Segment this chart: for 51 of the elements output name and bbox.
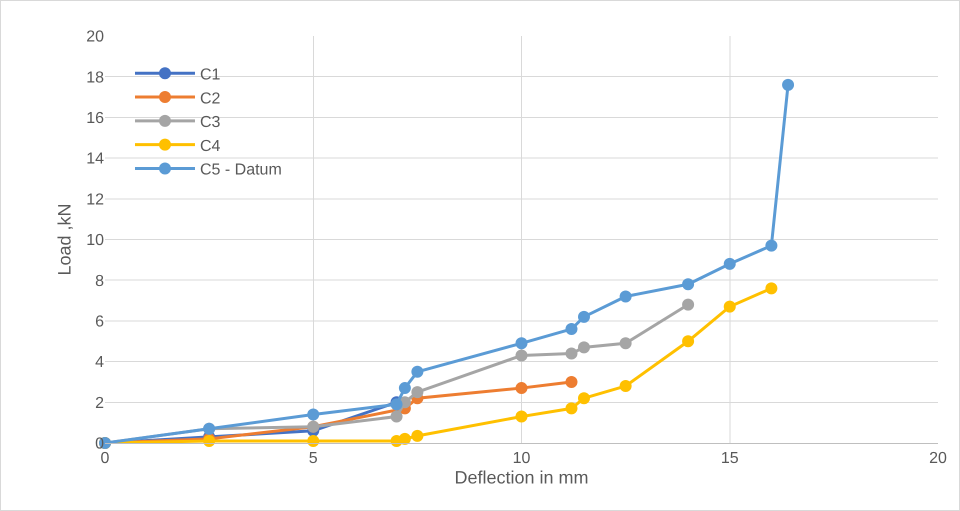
point [516, 350, 528, 362]
point [620, 337, 632, 350]
legend-label: C1 [200, 66, 221, 84]
point [682, 335, 694, 348]
point [398, 382, 411, 394]
point [578, 392, 590, 404]
y-tick-label: 20 [86, 28, 104, 46]
y-tick-label: 18 [86, 69, 104, 86]
point [724, 300, 736, 313]
point [765, 282, 778, 294]
point [411, 430, 424, 442]
point [620, 380, 632, 392]
x-tick-label: 10 [512, 450, 530, 468]
x-axis-title: Deflection in mm [454, 467, 589, 488]
point [411, 386, 424, 398]
y-tick-label: 6 [95, 314, 104, 330]
point [565, 376, 578, 388]
point [578, 341, 590, 354]
y-tick-label: 16 [86, 110, 104, 127]
y-tick-label: 4 [95, 354, 104, 372]
x-tick-label: 15 [720, 450, 739, 468]
legend-label: C3 [200, 114, 221, 132]
point [765, 240, 778, 252]
point [307, 434, 320, 447]
point [516, 382, 528, 394]
point [782, 78, 794, 91]
point [516, 337, 528, 350]
point [398, 432, 411, 445]
point [516, 410, 528, 423]
point [620, 290, 632, 302]
point [682, 298, 694, 311]
legend-label: C5 - Datum [200, 162, 282, 179]
point [682, 278, 694, 290]
point [565, 323, 578, 336]
point [724, 258, 736, 270]
y-tick-label: 14 [86, 150, 104, 168]
y-tick-label: 12 [86, 191, 104, 208]
y-axis-title: Load ,kN [54, 203, 74, 276]
x-tick-label: 20 [929, 450, 947, 468]
y-tick-label: 10 [86, 232, 104, 250]
point [411, 366, 424, 378]
point [307, 408, 320, 421]
y-tick-label: 2 [95, 394, 104, 412]
point [390, 410, 403, 423]
x-tick-label: 5 [308, 450, 318, 468]
point [565, 402, 578, 414]
y-tick-label: 8 [95, 272, 104, 290]
legend-label: C2 [200, 90, 221, 108]
legend-label: C4 [200, 138, 221, 155]
point [565, 347, 578, 360]
point [578, 310, 590, 323]
